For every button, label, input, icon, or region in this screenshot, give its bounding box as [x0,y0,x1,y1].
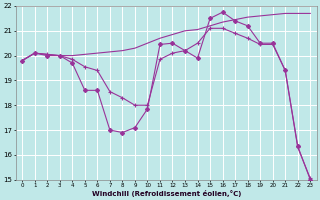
X-axis label: Windchill (Refroidissement éolien,°C): Windchill (Refroidissement éolien,°C) [92,190,241,197]
